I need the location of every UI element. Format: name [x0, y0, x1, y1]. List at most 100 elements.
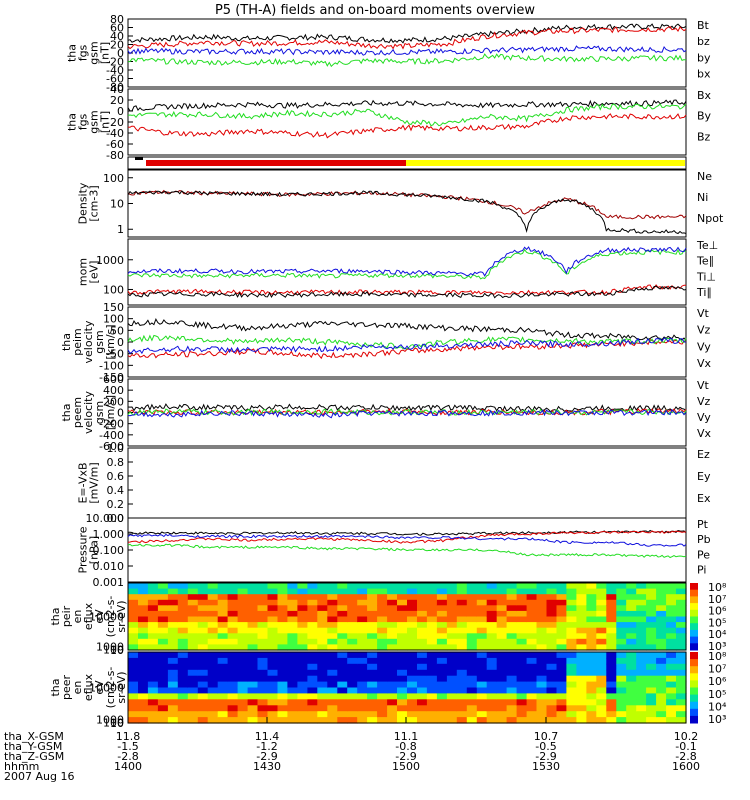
spectrogram-cell	[606, 663, 617, 671]
panel-pressure: 10.0001.0000.1000.0100.001Pressure[nPa]P…	[77, 512, 711, 589]
spectrogram-cell	[257, 583, 269, 590]
spectrogram-cell	[496, 633, 508, 640]
spectrogram-cell	[626, 693, 637, 700]
spectrogram-cell	[446, 705, 458, 712]
spectrogram-cell	[506, 638, 518, 645]
spectrogram-cell	[506, 687, 518, 694]
y-tick-label: 0.010	[93, 560, 125, 573]
footer-value: -0.8	[395, 740, 416, 753]
spectrogram-cell	[397, 705, 408, 712]
y-tick-label: -50	[106, 348, 124, 361]
spectrogram-cell	[307, 622, 318, 629]
spectrogram-cell	[287, 633, 298, 640]
spectrogram-cell	[636, 588, 647, 595]
spectrogram-cell	[217, 622, 229, 629]
spectrogram-cell	[456, 663, 468, 671]
spectrogram-cell	[436, 675, 448, 683]
spectrogram-cell	[367, 594, 378, 601]
spectrogram-cell	[207, 633, 219, 640]
spectrogram-cell	[456, 675, 468, 683]
spectrogram-cell	[616, 594, 627, 601]
spectrogram-cell	[138, 669, 149, 677]
spectrogram-cell	[307, 705, 318, 712]
spectrogram-cell	[187, 627, 199, 634]
spectrogram-cell	[397, 652, 408, 659]
spectrogram-cell	[237, 638, 249, 645]
spectrogram-cell	[407, 644, 418, 651]
footer-value: 10.2	[674, 730, 699, 743]
spectrogram-cell	[287, 627, 298, 634]
spectrogram-cell	[576, 605, 587, 612]
spectrogram-cell	[676, 605, 687, 612]
spectrogram-cell	[626, 594, 637, 601]
spectrogram-cell	[277, 594, 289, 601]
spectrogram-cell	[337, 717, 348, 724]
footer-value: -0.1	[675, 740, 696, 753]
spectrogram-cell	[297, 627, 308, 634]
spectrogram-cell	[327, 657, 338, 665]
panel-stack: 806040200-20-40-60-80thafgsgsm[nT]Btbzby…	[49, 13, 727, 730]
spectrogram-cell	[516, 622, 528, 629]
spectrogram-cell	[207, 699, 219, 706]
spectrogram-cell	[526, 638, 538, 645]
spectrogram-cell	[257, 663, 269, 671]
series-Ne	[127, 189, 687, 220]
spectrogram-cell	[417, 622, 428, 629]
spectrogram-cell	[157, 599, 169, 606]
spectrogram-cell	[187, 699, 199, 706]
spectrogram-cell	[436, 711, 448, 718]
spectrogram-cell	[337, 605, 348, 612]
spectrogram-cell	[337, 687, 348, 694]
spectrogram-cell	[426, 616, 438, 623]
spectrogram-cell	[526, 583, 538, 590]
spectrogram-cell	[367, 681, 378, 689]
spectrogram-cell	[187, 693, 199, 700]
spectrogram-cell	[506, 588, 518, 595]
spectrogram-cell	[566, 705, 577, 712]
figure-title: P5 (TH-A) fields and on-board moments ov…	[215, 3, 535, 18]
spectrogram-cell	[576, 583, 587, 590]
y-tick-label: 100	[103, 283, 124, 296]
spectrogram-cell	[616, 675, 627, 683]
spectrogram-cell	[456, 638, 468, 645]
colorbar-segment	[690, 715, 698, 724]
spectrogram-cell	[426, 588, 438, 595]
spectrogram-cell	[277, 605, 289, 612]
spectrogram-cell	[566, 681, 577, 689]
y-tick-label: 40	[110, 30, 124, 43]
spectrogram-cell	[367, 610, 378, 618]
spectrogram-cell	[506, 633, 518, 640]
spectrogram-cell	[476, 652, 488, 659]
spectrogram-cell	[636, 594, 647, 601]
spectrogram-cell	[596, 633, 607, 640]
spectrogram-cell	[586, 616, 597, 623]
spectrogram-cell	[267, 616, 279, 623]
spectrogram-cell	[277, 693, 289, 700]
spectrogram-cell	[377, 644, 388, 651]
spectrogram-cell	[596, 681, 607, 689]
spectrogram-cell	[347, 605, 358, 612]
spectrogram-cell	[138, 644, 149, 651]
spectrogram-cell	[676, 583, 687, 590]
spectrogram-cell	[327, 638, 338, 645]
spectrogram-cell	[177, 616, 189, 623]
spectrogram-cell	[426, 610, 438, 618]
spectrogram-cell	[337, 652, 348, 659]
spectrogram-cell	[277, 588, 289, 595]
spectrogram-cell	[207, 717, 219, 724]
spectrogram-cell	[417, 717, 428, 724]
spectrogram-cell	[536, 627, 548, 634]
spectrogram-cell	[596, 622, 607, 629]
spectrogram-cell	[277, 610, 289, 618]
spectrogram-cell	[666, 681, 677, 689]
spectrogram-cell	[247, 616, 259, 623]
spectrogram-cell	[277, 669, 289, 677]
spectrogram-cell	[476, 705, 488, 712]
spectrogram-cell	[576, 599, 587, 606]
legend-Vt: Vt	[697, 307, 710, 320]
spectrogram-cell	[626, 681, 637, 689]
spectrogram-cell	[656, 675, 667, 683]
y-axis-label: Pressure	[77, 526, 90, 573]
spectrogram-cell	[277, 663, 289, 671]
